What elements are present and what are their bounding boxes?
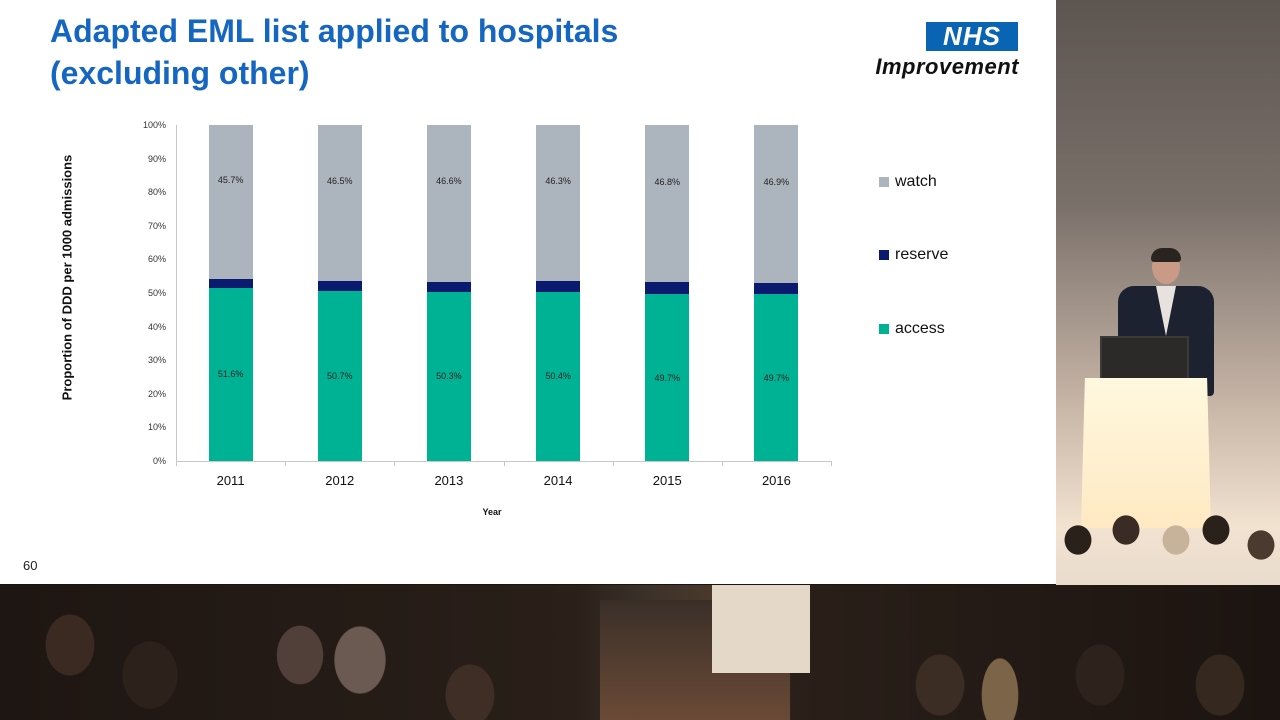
bar-segment-watch: [536, 125, 581, 281]
y-axis-title: Proportion of DDD per 1000 admissions: [59, 154, 75, 401]
bar-segment-watch: [754, 125, 799, 283]
bar-segment-access: [645, 294, 690, 461]
legend-label: watch: [895, 173, 937, 190]
slide-title: Adapted EML list applied to hospitals (e…: [50, 10, 770, 94]
bar-2014: 50.4% 46.3%: [536, 125, 581, 461]
slide-number: 60: [23, 558, 38, 573]
x-tick-label: 2016: [761, 473, 791, 488]
bar-segment-reserve: [645, 282, 690, 294]
data-label-access: 49.7%: [763, 372, 790, 383]
legend-item-watch: watch: [879, 173, 937, 191]
legend-item-reserve: reserve: [879, 246, 948, 264]
title-line-1: Adapted EML list applied to hospitals: [50, 13, 619, 49]
bar-segment-watch: [208, 125, 253, 279]
nhs-logo-box: NHS: [926, 22, 1018, 51]
y-tick-label: 30%: [147, 355, 166, 366]
data-label-watch: 46.8%: [654, 176, 681, 187]
y-tick-label: 50%: [147, 288, 166, 298]
x-axis-title: Year: [482, 507, 502, 517]
legend-swatch-watch: [879, 177, 889, 187]
x-tick-label: 2013: [434, 473, 464, 488]
bar-segment-access: [754, 294, 799, 461]
y-tick-label: 70%: [147, 220, 166, 231]
bar-segment-access: [536, 291, 581, 461]
y-axis-line: [176, 125, 177, 461]
data-label-access: 49.7%: [654, 372, 681, 383]
y-tick-label: 80%: [147, 187, 166, 198]
x-tick-label: 2012: [325, 473, 355, 488]
stage-door: [712, 585, 810, 673]
bar-2016: 49.7% 46.9%: [754, 125, 799, 461]
x-tick-mark: [721, 461, 723, 466]
y-tick-label: 90%: [147, 153, 166, 164]
data-label-access: 51.6%: [217, 369, 244, 380]
legend-swatch-reserve: [879, 250, 889, 260]
x-tick-mark: [831, 461, 832, 466]
data-label-watch: 45.7%: [217, 175, 244, 186]
legend-swatch-access: [879, 324, 889, 334]
bar-segment-access: [426, 291, 471, 461]
audience-right: [1056, 500, 1280, 585]
y-tick-label: 100%: [142, 120, 166, 130]
data-label-access: 50.7%: [326, 370, 353, 381]
x-tick-mark: [394, 461, 396, 466]
bar-segment-reserve: [317, 281, 362, 291]
y-tick-label: 0%: [152, 456, 166, 466]
x-tick-mark: [503, 461, 505, 466]
title-line-2: (excluding other): [50, 55, 310, 91]
bar-2013: 50.3% 46.6%: [426, 125, 471, 461]
nhs-improvement-logo: NHS Improvement: [818, 22, 1023, 82]
bar-segment-reserve: [208, 278, 253, 288]
bar-segment-reserve: [536, 280, 581, 292]
y-tick-label: 40%: [147, 321, 166, 332]
bar-2011: 51.6% 45.7%: [208, 125, 253, 461]
bar-2012: 50.7% 46.5%: [317, 125, 362, 461]
x-tick-mark: [176, 461, 177, 466]
x-tick-label: 2015: [652, 473, 682, 488]
bar-segment-watch: [426, 125, 471, 282]
x-tick-mark: [612, 461, 614, 466]
data-label-watch: 46.6%: [436, 176, 462, 187]
podium-monitor: [1100, 336, 1189, 384]
data-label-access: 50.3%: [436, 371, 462, 382]
legend-label: reserve: [895, 246, 949, 263]
bar-segment-reserve: [754, 282, 799, 294]
y-tick-label: 20%: [147, 388, 166, 399]
x-tick-label: 2014: [543, 473, 573, 488]
x-tick-mark: [285, 461, 287, 466]
y-tick-label: 10%: [147, 422, 166, 433]
bar-segment-watch: [645, 125, 690, 283]
legend-item-access: access: [879, 320, 945, 338]
data-label-watch: 46.9%: [763, 176, 790, 187]
bar-segment-watch: [317, 125, 362, 282]
logo-improvement-text: Improvement: [875, 54, 1019, 79]
bar-segment-access: [317, 290, 362, 461]
bar-2015: 49.7% 46.8%: [645, 125, 690, 461]
bar-segment-access: [208, 287, 253, 461]
data-label-watch: 46.5%: [326, 176, 353, 187]
presentation-slide: Adapted EML list applied to hospitals (e…: [0, 0, 1056, 584]
legend-label: access: [895, 320, 945, 337]
data-label-watch: 46.3%: [545, 176, 571, 186]
bar-segment-reserve: [426, 281, 471, 292]
y-tick-label: 60%: [147, 254, 166, 265]
x-tick-label: 2011: [216, 473, 245, 488]
data-label-access: 50.4%: [545, 371, 571, 382]
